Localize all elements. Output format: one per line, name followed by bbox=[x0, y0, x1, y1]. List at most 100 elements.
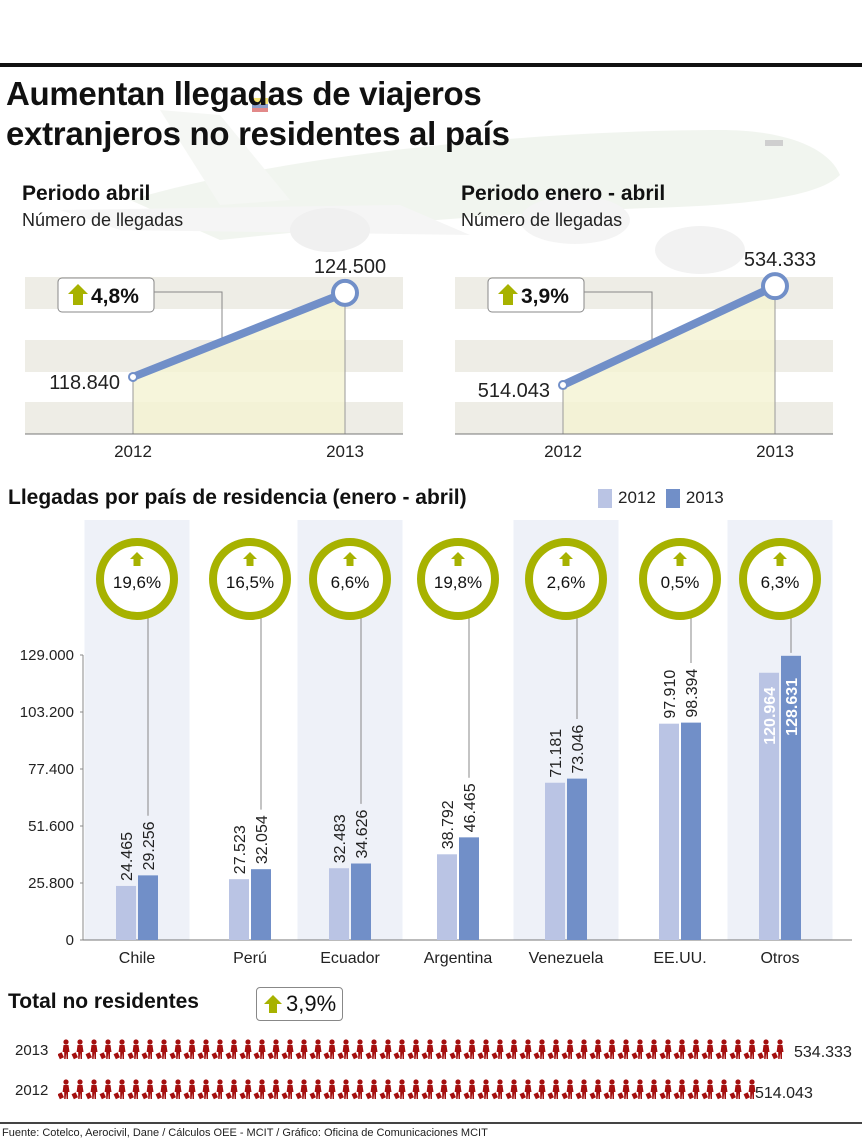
suitcase bbox=[393, 1052, 400, 1060]
suitcase bbox=[113, 1052, 120, 1060]
traveler-icon bbox=[491, 1079, 504, 1100]
traveler-icon bbox=[659, 1079, 672, 1100]
up-arrow-icon bbox=[559, 552, 573, 566]
traveler-head bbox=[441, 1079, 447, 1085]
suitcase bbox=[211, 1092, 218, 1100]
traveler-icon bbox=[533, 1039, 546, 1060]
traveler-icon bbox=[715, 1079, 728, 1100]
bar-2013-Chile bbox=[138, 875, 158, 940]
bar-2012-Chile bbox=[116, 885, 136, 940]
suitcase bbox=[491, 1092, 498, 1100]
suitcase bbox=[113, 1092, 120, 1100]
traveler-icon bbox=[603, 1039, 616, 1060]
badge-connector bbox=[154, 291, 223, 342]
traveler-icon bbox=[281, 1079, 294, 1100]
traveler-head bbox=[357, 1079, 363, 1085]
point-2013 bbox=[331, 278, 359, 307]
traveler-body bbox=[566, 1045, 574, 1059]
traveler-body bbox=[258, 1045, 266, 1059]
traveler-body bbox=[174, 1045, 182, 1059]
traveler-head bbox=[217, 1079, 223, 1085]
traveler-head bbox=[735, 1039, 741, 1045]
suitcase bbox=[435, 1092, 442, 1100]
traveler-row-2013 bbox=[58, 1039, 784, 1060]
traveler-icon bbox=[673, 1079, 686, 1100]
up-arrow-icon bbox=[130, 552, 144, 566]
traveler-body bbox=[104, 1085, 112, 1099]
change-label-Otros: 6,3% bbox=[761, 573, 800, 592]
bar-chart-por-pais: 0 25.800 51.600 77.400 103.200 129.000 24.465 2… bbox=[20, 520, 852, 967]
y-tick-label: 25.800 bbox=[28, 875, 74, 892]
change-circle-Argentina bbox=[417, 538, 499, 620]
traveler-body bbox=[160, 1045, 168, 1059]
traveler-body bbox=[342, 1045, 350, 1059]
bar-2013-Otros bbox=[781, 655, 801, 940]
traveler-head bbox=[455, 1039, 461, 1045]
bar-2012-Argentina bbox=[437, 854, 457, 940]
traveler-icon bbox=[183, 1039, 196, 1060]
traveler-icon bbox=[491, 1039, 504, 1060]
suitcase bbox=[58, 1092, 64, 1100]
traveler-head bbox=[511, 1039, 517, 1045]
traveler-icon bbox=[645, 1079, 658, 1100]
traveler-body bbox=[566, 1085, 574, 1099]
suitcase bbox=[407, 1052, 414, 1060]
x-tick-label: Argentina bbox=[424, 950, 493, 967]
title-line-2: extranjeros no residentes al país bbox=[6, 115, 510, 152]
traveler-icon bbox=[393, 1079, 406, 1100]
x-tick-label: Perú bbox=[233, 950, 267, 967]
traveler-icon bbox=[575, 1039, 588, 1060]
suitcase bbox=[155, 1092, 162, 1100]
total-value-2012: 514.043 bbox=[755, 1085, 813, 1102]
traveler-head bbox=[301, 1079, 307, 1085]
traveler-body bbox=[482, 1085, 490, 1099]
up-arrow-icon bbox=[343, 552, 357, 566]
traveler-body bbox=[90, 1085, 98, 1099]
traveler-head bbox=[679, 1039, 685, 1045]
traveler-body bbox=[202, 1085, 210, 1099]
traveler-head bbox=[735, 1079, 741, 1085]
traveler-icon bbox=[113, 1039, 126, 1060]
traveler-body bbox=[76, 1085, 84, 1099]
traveler-body bbox=[524, 1085, 532, 1099]
traveler-body bbox=[692, 1045, 700, 1059]
traveler-head bbox=[525, 1039, 531, 1045]
traveler-body bbox=[636, 1045, 644, 1059]
suitcase bbox=[589, 1092, 596, 1100]
traveler-icon bbox=[253, 1039, 266, 1060]
suitcase bbox=[295, 1092, 302, 1100]
traveler-head bbox=[651, 1039, 657, 1045]
suitcase bbox=[729, 1092, 736, 1100]
traveler-body bbox=[272, 1045, 280, 1059]
traveler-head bbox=[693, 1079, 699, 1085]
traveler-head bbox=[91, 1079, 97, 1085]
traveler-head bbox=[329, 1079, 335, 1085]
traveler-head bbox=[707, 1079, 713, 1085]
traveler-body bbox=[370, 1045, 378, 1059]
suitcase bbox=[267, 1092, 274, 1100]
traveler-head bbox=[553, 1039, 559, 1045]
traveler-head bbox=[595, 1079, 601, 1085]
traveler-icon bbox=[58, 1079, 70, 1100]
traveler-head bbox=[609, 1039, 615, 1045]
suitcase bbox=[141, 1052, 148, 1060]
traveler-body bbox=[482, 1045, 490, 1059]
suitcase bbox=[505, 1092, 512, 1100]
traveler-head bbox=[469, 1039, 475, 1045]
traveler-body bbox=[636, 1085, 644, 1099]
traveler-icon bbox=[183, 1079, 196, 1100]
traveler-icon bbox=[463, 1039, 476, 1060]
suitcase bbox=[253, 1052, 260, 1060]
traveler-body bbox=[454, 1045, 462, 1059]
x-tick-label: EE.UU. bbox=[653, 950, 706, 967]
traveler-body bbox=[580, 1045, 588, 1059]
traveler-icon bbox=[701, 1039, 714, 1060]
suitcase bbox=[645, 1092, 652, 1100]
traveler-icon bbox=[253, 1079, 266, 1100]
traveler-icon bbox=[463, 1079, 476, 1100]
traveler-head bbox=[77, 1079, 83, 1085]
traveler-icon bbox=[477, 1079, 490, 1100]
traveler-icon bbox=[701, 1079, 714, 1100]
value-label-2012: 32.483 bbox=[332, 814, 349, 863]
change-circle-EE.UU. bbox=[639, 538, 721, 620]
